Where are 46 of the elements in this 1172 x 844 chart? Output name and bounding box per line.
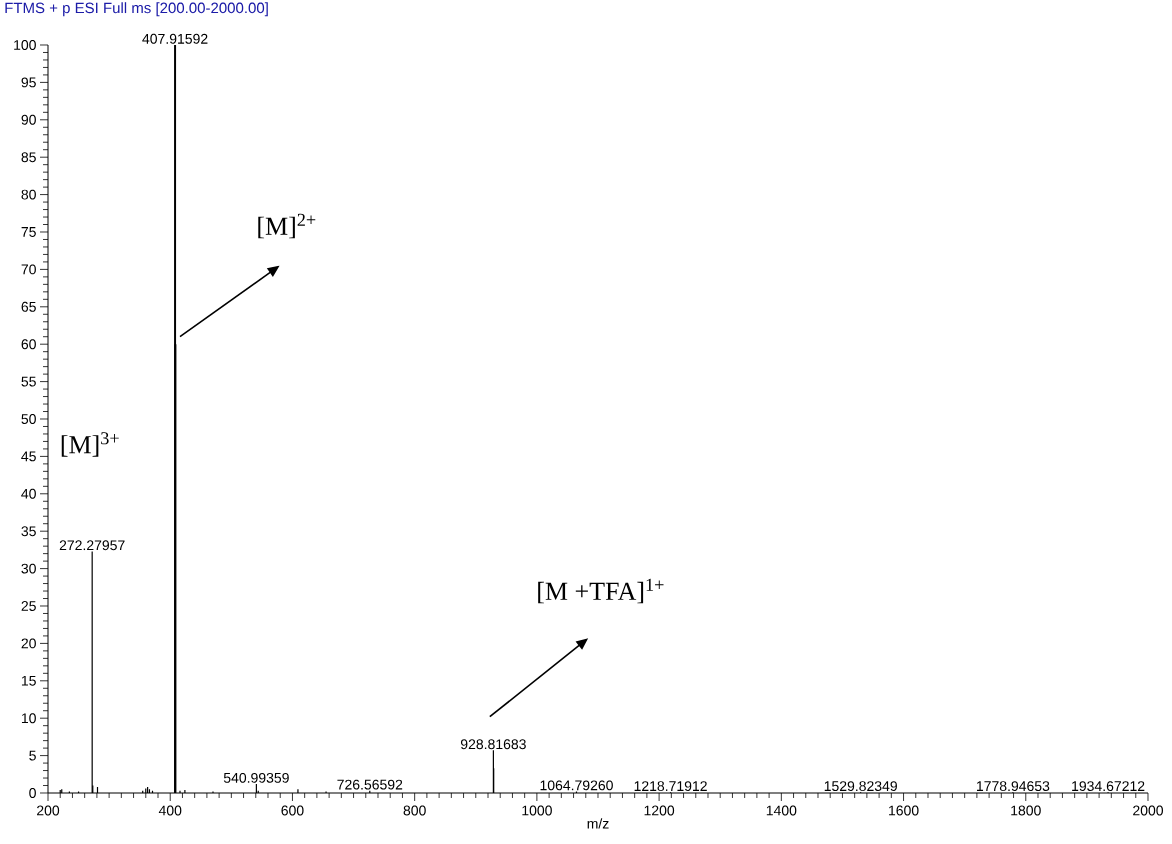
y-tick-label: 85	[21, 152, 36, 163]
y-tick-label: 35	[21, 526, 36, 537]
x-tick-label: 1800	[1011, 805, 1041, 816]
annotation: [M]$^{2+}$	[258, 213, 316, 239]
annotation: 1529.82349	[824, 781, 897, 792]
annotation: 540.99359	[223, 772, 289, 783]
x-tick-label: 800	[403, 805, 426, 816]
x-tick-label: 1200	[644, 805, 675, 816]
annotation: 1064.79260	[540, 780, 613, 791]
annotation: [M +TFA]$^{1+}$	[538, 578, 664, 604]
y-tick-label: 55	[21, 376, 36, 387]
x-axis-title: m/z	[587, 818, 609, 829]
annotation: 726.56592	[337, 779, 403, 790]
y-tick-label: 65	[21, 301, 36, 312]
y-tick-label: 95	[21, 77, 36, 88]
y-tick-label: 10	[21, 713, 36, 724]
x-tick-label: 600	[281, 805, 304, 816]
y-tick-label: 40	[21, 488, 36, 499]
x-tick-label: 1000	[522, 805, 552, 816]
y-tick-label: 70	[21, 264, 36, 275]
x-tick-label: 1400	[766, 805, 797, 816]
y-tick-label: 25	[21, 601, 36, 611]
y-tick-label: 5	[29, 750, 36, 761]
annotation: 1934.67212	[1072, 781, 1145, 792]
y-tick-label: 60	[21, 339, 36, 350]
annotation: 1218.71912	[634, 781, 707, 792]
annotation: 1778.94653	[976, 781, 1050, 792]
annotation: 272.27957	[59, 540, 125, 551]
y-tick-label: 20	[21, 638, 36, 649]
annotation: 407.91592	[142, 33, 208, 44]
annotation: [M]$^{3+}$	[61, 432, 119, 457]
y-tick-label: 80	[21, 189, 36, 200]
y-tick-label: 100	[14, 40, 36, 50]
y-tick-label: 45	[21, 451, 36, 462]
x-tick-label: 1600	[889, 805, 919, 816]
y-tick-label: 50	[21, 414, 36, 424]
y-tick-label: 75	[21, 227, 36, 237]
x-tick-label: 400	[158, 805, 182, 816]
chart-title: FTMS + p ESI Full ms [200.00-2000.00]	[5, 2, 268, 17]
annotation: 928.81683	[460, 739, 526, 750]
x-tick-label: 200	[37, 805, 60, 816]
y-tick-label: 90	[21, 114, 36, 125]
x-tick-label: 2000	[1133, 805, 1164, 816]
y-tick-label: 30	[21, 563, 36, 574]
y-tick-label: 0	[29, 788, 36, 798]
y-tick-label: 15	[21, 675, 36, 686]
